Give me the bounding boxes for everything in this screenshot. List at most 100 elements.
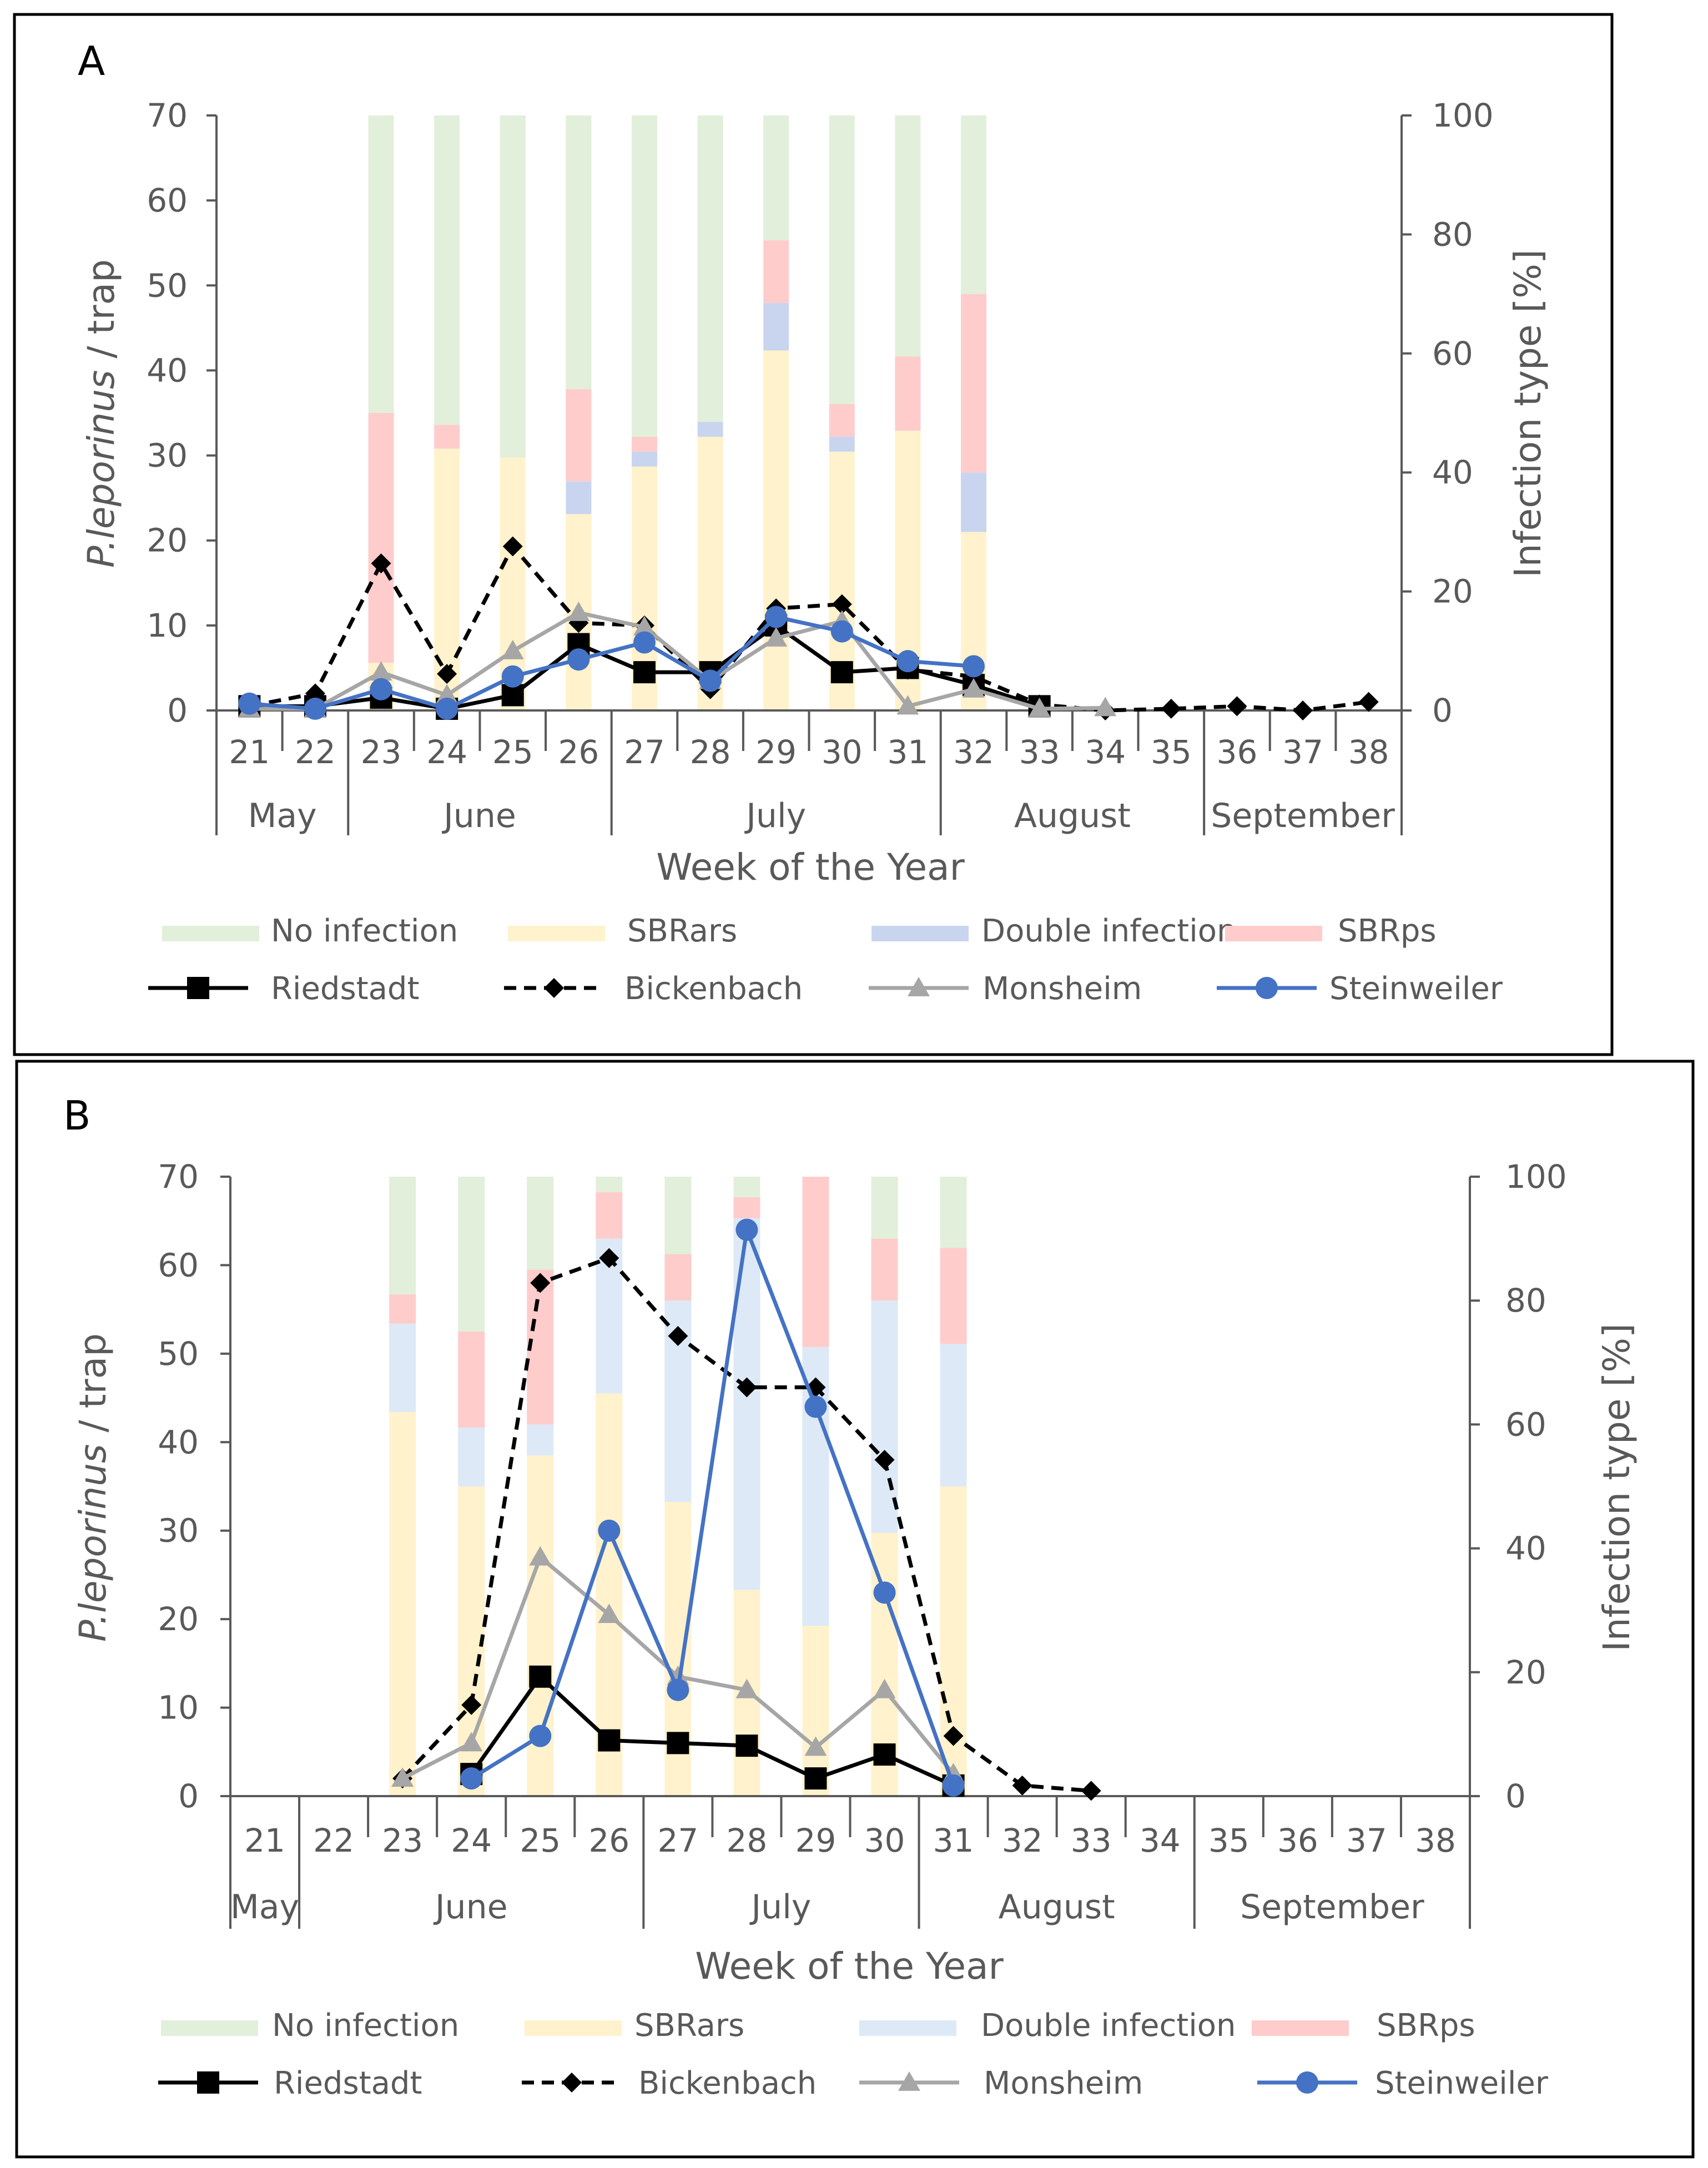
series-line-bickenbach [249,544,1369,713]
point-monsheim-week-30 [873,1678,896,1698]
right-axis-title: Infection type [%] [1595,1323,1638,1651]
legend-label-sbrars: SBRars [627,913,737,949]
point-riedstadt-week-30 [830,661,853,684]
bar-no-infection-week-27 [631,115,657,437]
point-monsheim-week-31 [896,695,919,715]
point-bickenbach-week-36 [1227,696,1247,717]
point-bickenbach-week-24 [461,1695,482,1715]
point-steinweiler-week-28 [699,669,722,692]
week-label-37: 37 [1346,1822,1387,1859]
legend-swatch-double-a [871,926,969,941]
bar-double-week-30 [871,1300,898,1533]
week-label-31: 31 [933,1822,974,1859]
right-tick-label: 0 [1432,692,1453,729]
week-label-31: 31 [888,733,929,771]
bar-sbrars-week-31 [940,1486,967,1796]
bar-double-week-30 [829,436,855,452]
legend-swatch-double-b [859,2020,956,2036]
week-label-33: 33 [1019,733,1060,771]
bar-double-week-24 [458,1427,485,1486]
right-tick-label: 0 [1505,1777,1526,1815]
left-tick-label: 60 [158,1246,199,1284]
right-tick-label: 20 [1432,573,1473,611]
point-monsheim-week-26 [598,1604,621,1624]
bar-no-infection-week-26 [596,1177,623,1192]
month-label-august: August [1014,796,1131,835]
right-tick-label: 80 [1432,215,1473,253]
left-tick-label: 40 [158,1423,199,1461]
left-axis-title-species: P.leporinus [72,1444,114,1642]
week-label-21: 21 [244,1822,285,1859]
right-tick-label: 40 [1432,453,1473,491]
point-riedstadt-week-30 [873,1743,896,1766]
left-axis-title: P.leporinus / trap [80,259,123,568]
point-bickenbach-week-31 [943,1726,964,1746]
point-steinweiler-week-23 [370,678,392,700]
legend-label-bickenbach: Bickenbach [624,971,803,1007]
point-bickenbach-week-37 [1293,700,1313,720]
panel-a-frame [13,13,1614,1056]
point-bickenbach-week-23 [371,553,391,574]
point-steinweiler-week-27 [633,631,656,654]
left-tick-label: 30 [147,437,188,475]
point-bickenbach-week-32 [1012,1775,1032,1796]
series-monsheim [238,601,1117,717]
left-tick-label: 60 [147,181,188,219]
left-axis-title-unit: / trap [72,1333,114,1444]
bar-double-week-28 [733,1218,760,1590]
point-steinweiler-week-31 [942,1774,965,1797]
point-bickenbach-week-38 [1358,692,1379,712]
point-monsheim-week-25 [501,639,524,659]
legend-label-double-a: Double infection [981,913,1237,949]
series-line-steinweiler [470,1228,955,1787]
bar-no-infection-week-28 [733,1177,760,1197]
month-label-august: August [999,1888,1115,1927]
legend-label-monsheim: Monsheim [984,2065,1143,2101]
bar-no-infection-week-25 [500,115,526,458]
left-axis-title-unit: / trap [80,259,123,370]
point-steinweiler-week-30 [830,620,853,643]
series-line-riedstadt [470,1675,955,1788]
legend-label-bickenbach: Bickenbach [638,2065,817,2101]
point-riedstadt-week-27 [633,661,656,684]
legend-marker-monsheim [908,977,930,996]
bar-double-week-23 [389,1323,416,1413]
bar-sbrps-week-23 [368,413,394,663]
x-axis-title: Week of the Year [695,1945,1004,1988]
point-monsheim-week-28 [735,1678,758,1698]
point-bickenbach-week-26 [599,1248,619,1268]
week-label-27: 27 [624,733,665,771]
bar-sbrps-week-32 [961,294,987,473]
legend-label-no-infection: No infection [272,2008,459,2044]
month-label-september: September [1240,1888,1424,1927]
point-steinweiler-week-24 [436,697,459,720]
point-riedstadt-week-28 [735,1735,758,1757]
point-steinweiler-week-28 [735,1218,758,1241]
week-label-24: 24 [451,1822,492,1859]
bar-sbrps-week-27 [631,436,657,452]
point-bickenbach-week-24 [437,664,457,684]
bar-sbrps-week-24 [458,1332,485,1428]
point-monsheim-week-29 [804,1736,827,1756]
left-tick-label: 10 [158,1689,199,1727]
week-label-21: 21 [229,733,270,771]
week-label-22: 22 [313,1822,354,1859]
bar-sbrps-week-23 [389,1294,416,1324]
point-steinweiler-week-21 [238,692,261,715]
left-tick-label: 50 [147,266,188,304]
point-steinweiler-week-29 [765,606,788,628]
bar-no-infection-week-31 [940,1177,967,1248]
panel-a-plot: 0 10 20 30 40 50 60 70 0 20 40 60 80 100 21 22 23 24 25 26 2… [80,97,1549,1007]
bar-sbrps-week-31 [940,1248,967,1344]
week-label-26: 26 [588,1822,629,1859]
right-tick-label: 100 [1432,97,1494,134]
bar-no-infection-week-28 [697,115,723,422]
month-label-july: July [744,796,806,835]
left-tick-label: 40 [147,351,188,389]
week-label-33: 33 [1071,1822,1112,1859]
legend-label-sbrps: SBRps [1377,2008,1475,2044]
week-label-23: 23 [382,1822,423,1859]
week-label-23: 23 [361,733,402,771]
bar-no-infection-week-23 [368,115,394,413]
